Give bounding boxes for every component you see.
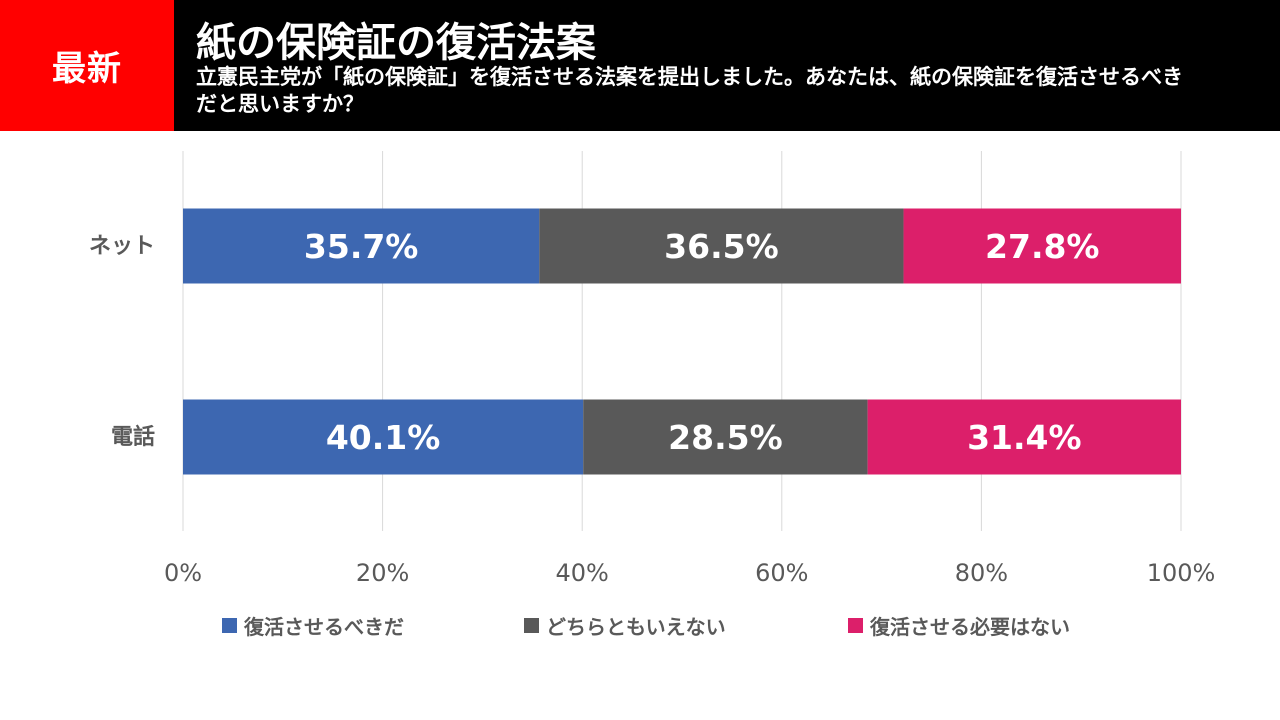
header-bar: 最新 紙の保険証の復活法案 立憲民主党が「紙の保険証」を復活させる法案を提出しま…	[0, 0, 1280, 131]
x-tick-label: 60%	[755, 559, 808, 587]
bar-segment	[903, 208, 1181, 284]
data-label: 28.5%	[668, 418, 783, 457]
x-tick-label: 40%	[556, 559, 609, 587]
data-label: 27.8%	[985, 227, 1100, 266]
data-label: 40.1%	[326, 418, 441, 457]
category-label: ネット	[89, 234, 155, 259]
legend-item: 復活させるべきだ	[222, 611, 404, 640]
data-label: 31.4%	[967, 418, 1082, 457]
legend-label: 復活させるべきだ	[244, 615, 404, 639]
legend-swatch	[524, 618, 539, 633]
legend-item: どちらともいえない	[524, 611, 726, 640]
category-label: 電話	[111, 424, 155, 450]
x-tick-label: 80%	[955, 559, 1008, 587]
data-label: 36.5%	[664, 227, 779, 266]
legend-label: 復活させる必要はない	[870, 615, 1070, 639]
latest-badge-label: 最新	[52, 49, 122, 89]
legend-swatch	[222, 618, 237, 633]
legend-swatch	[848, 618, 863, 633]
bar-segment	[183, 399, 584, 475]
legend-label: どちらともいえない	[546, 615, 726, 639]
x-tick-label: 0%	[164, 559, 202, 587]
legend-item: 復活させる必要はない	[848, 611, 1070, 640]
bar-segment	[539, 208, 904, 284]
chart-legend: 復活させるべきだ どちらともいえない 復活させる必要はない	[0, 611, 1280, 641]
x-tick-label: 20%	[356, 559, 409, 587]
bar-segment	[183, 208, 540, 284]
bar-segment	[867, 399, 1181, 475]
bar-segment	[583, 399, 868, 475]
page-title: 紙の保険証の復活法案	[196, 20, 596, 66]
page-subtitle: 立憲民主党が「紙の保険証」を復活させる法案を提出しました。あなたは、紙の保険証を…	[196, 65, 1183, 116]
latest-badge: 最新	[0, 0, 174, 131]
data-label: 35.7%	[304, 227, 419, 266]
x-tick-label: 100%	[1147, 559, 1216, 587]
